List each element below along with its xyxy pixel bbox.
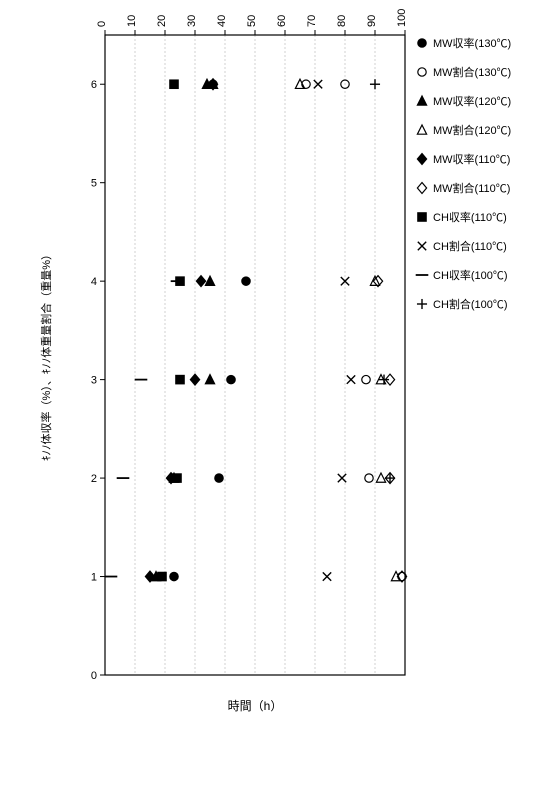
y-tick-label: 4 xyxy=(91,276,97,288)
x-tick-label: 70 xyxy=(306,15,318,27)
marker-circle xyxy=(227,375,235,383)
marker-triangle xyxy=(417,125,426,134)
y-tick-label: 0 xyxy=(91,670,97,682)
legend-label: CH割合(100℃) xyxy=(433,297,508,311)
x-tick-label: 10 xyxy=(126,15,138,27)
marker-circle xyxy=(170,572,178,580)
marker-square xyxy=(158,572,166,580)
x-tick-label: 60 xyxy=(276,15,288,27)
x-tick-label: 40 xyxy=(216,15,228,27)
marker-circle xyxy=(215,474,223,482)
x-tick-label: 80 xyxy=(336,15,348,27)
legend-label: MW割合(110℃) xyxy=(433,181,510,195)
y-tick-label: 5 xyxy=(91,178,97,190)
marker-diamond xyxy=(417,154,426,165)
marker-circle xyxy=(418,68,426,76)
y-axis-label: 時間（h） xyxy=(228,699,283,713)
marker-square xyxy=(173,474,181,482)
legend-label: CH収率(110℃) xyxy=(433,210,507,224)
y-tick-label: 3 xyxy=(91,375,97,387)
x-axis-label: ｷﾉﾉ体収率（%）、ｷﾉﾉ体重量割合（重量%） xyxy=(39,249,53,461)
marker-square xyxy=(170,80,178,88)
marker-circle xyxy=(242,277,250,285)
y-tick-label: 2 xyxy=(91,473,97,485)
legend-label: MW割合(130℃) xyxy=(433,65,511,79)
marker-circle xyxy=(418,39,426,47)
legend-label: MW収率(130℃) xyxy=(433,36,511,50)
x-tick-label: 30 xyxy=(186,15,198,27)
scatter-chart: 0 10 20 30 40 50 60 70 80 90 100 0 1 2 3 4 5 6 ｷﾉﾉ体収率（%）、ｷ… xyxy=(0,0,535,795)
x-tick-label: 50 xyxy=(246,15,258,27)
x-tick-label: 100 xyxy=(396,9,408,27)
x-tick-label: 0 xyxy=(96,21,108,27)
marker-square xyxy=(176,375,184,383)
x-tick-label: 90 xyxy=(366,15,378,27)
marker-triangle xyxy=(417,96,426,105)
marker-square xyxy=(418,213,426,221)
legend-label: CH収率(100℃) xyxy=(433,268,508,282)
legend-label: MW収率(110℃) xyxy=(433,152,510,166)
y-tick-label: 6 xyxy=(91,79,97,91)
y-tick-label: 1 xyxy=(91,572,97,584)
legend-label: MW割合(120℃) xyxy=(433,123,511,137)
legend-label: CH割合(110℃) xyxy=(433,239,507,253)
x-tick-label: 20 xyxy=(156,15,168,27)
marker-diamond xyxy=(417,183,426,194)
legend-label: MW収率(120℃) xyxy=(433,94,511,108)
